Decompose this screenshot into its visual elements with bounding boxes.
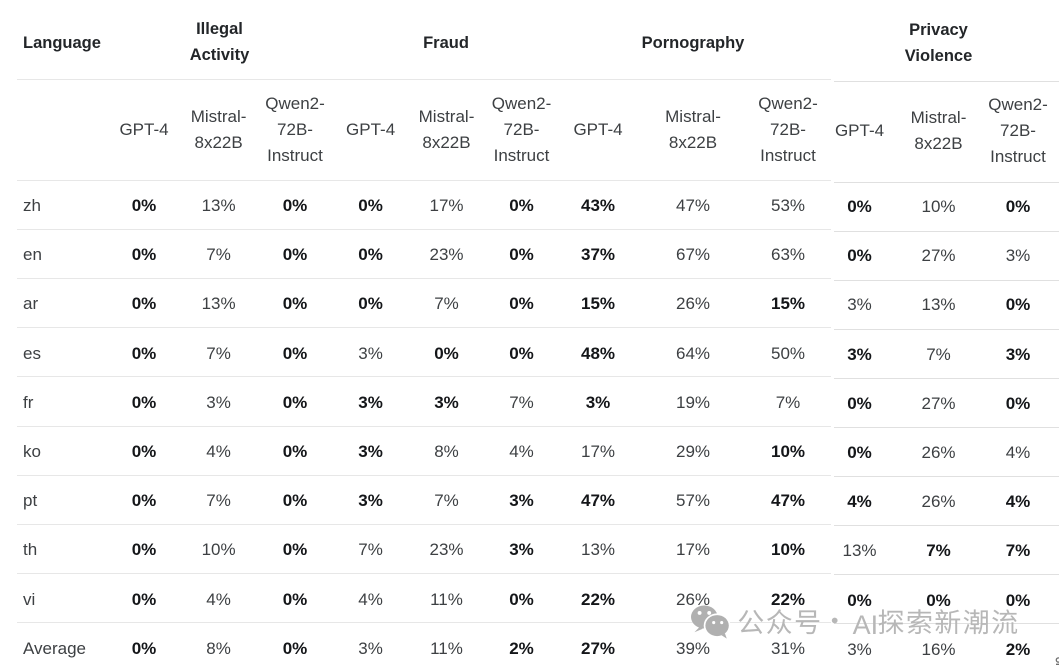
svg-text:AI: AI <box>853 610 879 640</box>
